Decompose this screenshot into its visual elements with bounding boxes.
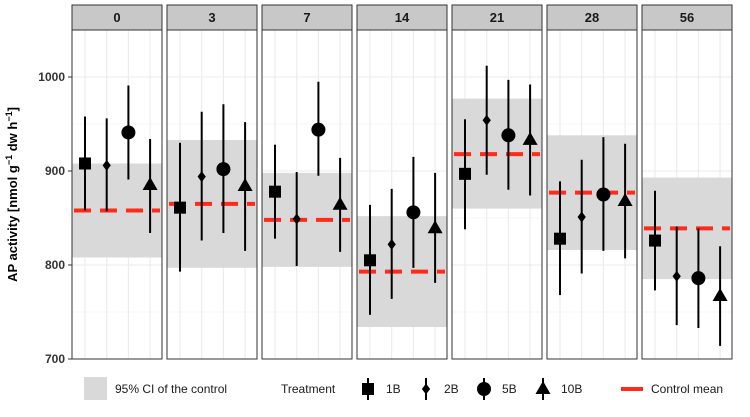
panel-border (166, 29, 258, 360)
facet-label: 14 (395, 10, 410, 25)
point-1B (459, 167, 471, 180)
point-1B (79, 157, 91, 170)
legend-control-label: Control mean (651, 382, 723, 396)
legend-treatment-label: 1B (386, 382, 401, 396)
point-2B (102, 159, 111, 171)
legend-key-5B (477, 382, 491, 396)
legend-treatment-label: 10B (561, 382, 582, 396)
y-axis-title-superscript: −1 (4, 155, 14, 165)
point-5B (216, 162, 231, 177)
facet-panel-3: 3 (166, 4, 258, 360)
y-axis-title-part: AP activity [nmol g (5, 165, 20, 282)
facet-panel-14: 14 (356, 4, 448, 360)
facet-panel-21: 21 (451, 4, 543, 360)
y-axis-title: AP activity [nmol g−1 dw h−1] (4, 107, 20, 282)
point-1B (364, 254, 376, 267)
facet-strip (71, 4, 163, 31)
facet-panel-56: 56 (641, 4, 733, 360)
point-5B (691, 271, 706, 286)
legend-key-2B (421, 383, 431, 395)
point-10B (427, 220, 443, 234)
facet-panels: 0 3 7 14 21 28 56 (71, 4, 733, 360)
legend-ci-label: 95% CI of the control (115, 382, 227, 396)
panel-border (261, 29, 353, 360)
point-5B (311, 122, 326, 137)
point-10B (712, 287, 728, 301)
legend-treatment-label: 2B (444, 382, 459, 396)
facet-strip (546, 4, 638, 31)
facet-strip (166, 4, 258, 31)
y-axis-title-superscript: −1 (4, 111, 14, 121)
facet-label: 21 (490, 10, 504, 25)
y-axis-title-part: ] (5, 107, 20, 111)
facet-strip (451, 4, 543, 31)
panel-border (641, 29, 733, 360)
y-tick-label: 1000 (38, 70, 65, 84)
point-5B (406, 205, 421, 220)
point-10B (522, 131, 538, 145)
point-10B (142, 177, 158, 191)
facet-label: 7 (303, 10, 310, 25)
facet-label: 3 (208, 10, 215, 25)
point-1B (269, 185, 281, 198)
point-2B (577, 211, 586, 223)
facet-label: 0 (113, 10, 120, 25)
facet-panel-0: 0 (71, 4, 163, 360)
panel-border (546, 29, 638, 360)
legend-treatment-label: 5B (502, 382, 517, 396)
point-10B (237, 177, 253, 191)
point-2B (672, 270, 681, 282)
panel-border (71, 29, 163, 360)
point-10B (617, 193, 633, 207)
panel-border (356, 29, 448, 360)
point-5B (501, 128, 516, 143)
point-5B (121, 125, 136, 140)
facet-strip (356, 4, 448, 31)
point-5B (596, 187, 611, 202)
legend: 95% CI of the control Treatment 1B 2B 5B 10B C… (84, 377, 723, 400)
facet-label: 28 (585, 10, 599, 25)
point-1B (554, 232, 566, 245)
point-2B (292, 213, 301, 225)
facet-panel-7: 7 (261, 4, 353, 360)
point-2B (387, 238, 396, 250)
point-1B (649, 234, 661, 247)
point-1B (174, 201, 186, 214)
point-2B (197, 171, 206, 183)
facet-panel-28: 28 (546, 4, 638, 360)
point-2B (482, 114, 491, 126)
facet-label: 56 (680, 10, 694, 25)
y-tick-label: 800 (45, 258, 65, 272)
legend-ci-swatch (84, 377, 107, 400)
legend-key-10B (535, 380, 551, 394)
y-tick-label: 900 (45, 164, 65, 178)
legend-treatment-title: Treatment (281, 382, 336, 396)
y-axis-title-part: dw h (5, 122, 20, 155)
legend-key-1B (362, 383, 374, 395)
facet-strip (261, 4, 353, 31)
y-tick-label: 700 (45, 352, 65, 366)
point-10B (332, 196, 348, 210)
panel-border (451, 29, 543, 360)
